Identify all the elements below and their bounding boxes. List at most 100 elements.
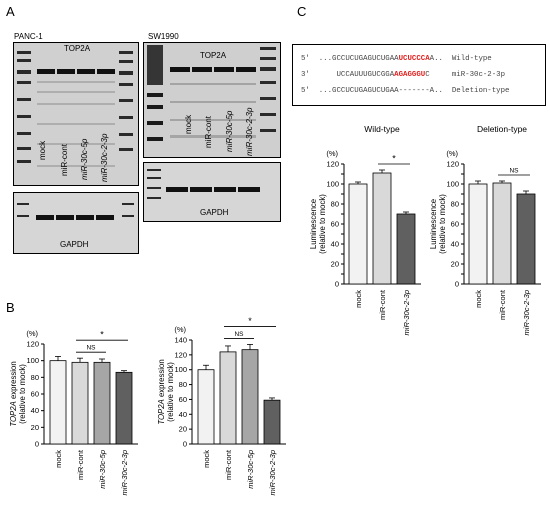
sw1990-top2a-label: TOP2A <box>200 51 227 60</box>
panc1-top2a-blot <box>13 42 139 186</box>
panc1-ladder-left <box>17 51 31 163</box>
panc1-top2a-blot-image <box>14 43 138 185</box>
sequence-alignment-box: 5' ...GCCUCUGAGUCUGAAUCUCCCAA.. Wild-typ… <box>292 44 546 106</box>
bar <box>93 361 111 445</box>
sw1990-gapdh-label: GAPDH <box>200 208 229 217</box>
y-tick-label: 60 <box>31 390 39 399</box>
bar <box>516 193 536 285</box>
y-tick-label: 40 <box>31 406 39 415</box>
y-unit-label: (%) <box>174 325 186 334</box>
sw1990-cell-line-label: SW1990 <box>148 32 179 41</box>
y-axis-label: TOP2A expression <box>157 359 166 424</box>
chart-panc1-top2a-expression: (%) 0 20 40 60 80 100 120 TOP2A expression (relat… <box>9 329 138 495</box>
significance-label: * <box>248 316 252 326</box>
panc1-cell-line-label: PANC-1 <box>14 32 43 41</box>
x-tick-label: mock <box>54 450 63 468</box>
y-axis-label-group: Luminescence (relative to mock) <box>309 194 327 254</box>
significance-label: NS <box>509 168 519 175</box>
y-tick-label: 20 <box>331 260 339 269</box>
sw1990-top2a-blot-image <box>144 43 280 157</box>
x-tick-label: miR-cont <box>378 289 387 320</box>
sw1990-lane-mir-cont: miR-cont <box>204 115 213 148</box>
x-tick-label: mock <box>202 450 211 468</box>
panel-label-c: C <box>297 4 307 19</box>
significance-label: NS <box>86 345 96 352</box>
sw1990-ladder-right <box>260 47 276 132</box>
x-tick-label: miR-30c-5p <box>98 450 107 489</box>
chart-title: Deletion-type <box>477 124 527 134</box>
y-tick-label: 100 <box>326 180 339 189</box>
y-axis-label: TOP2A expression <box>9 361 18 426</box>
y-tick-label: 60 <box>331 220 339 229</box>
y-tick-label: 140 <box>174 336 187 345</box>
y-axis-label-group: TOP2A expression (relative to mock) <box>157 359 175 424</box>
panel-label-a: A <box>6 4 15 19</box>
y-tick-label: 0 <box>335 280 339 289</box>
y-tick-label: 120 <box>326 160 339 169</box>
sw1990-gapdh-blot <box>143 162 281 222</box>
panc1-lane-mir-30c-2-3p: miR-30c-2-3p <box>100 133 109 182</box>
panc1-top2a-label: TOP2A <box>64 44 91 53</box>
y-tick-label: 0 <box>455 280 459 289</box>
chart-luciferase-wild-type: Wild-type (%) 0 20 40 60 80 100 120 Luminescence(… <box>309 124 421 335</box>
sw1990-lane-mir-30c-2-3p: miR-30c-2-3p <box>245 107 254 156</box>
y-tick-label: 80 <box>451 200 459 209</box>
y-tick-label: 80 <box>179 380 187 389</box>
sw1990-lane-mock: mock <box>184 114 193 134</box>
panc1-top2a-bands <box>37 69 115 74</box>
sequence-row-mirna: 3' UCCAUUUGUCGGAAGAGGGUC miR-30c-2-3p <box>301 71 506 79</box>
y-tick-label: 100 <box>446 180 459 189</box>
sw1990-gapdh-blot-image <box>144 163 280 221</box>
x-tick-label: miR-30c-2-3p <box>522 290 531 335</box>
bar <box>492 182 512 285</box>
sw1990-lane-mir-30c-5p: miR-30c-5p <box>225 110 234 152</box>
panc1-lane-mir-30c-5p: miR-30c-5p <box>80 138 89 180</box>
x-tick-label: mock <box>354 290 363 308</box>
sequence-row-wild-type: 5' ...GCCUCUGAGUCUGAAUCUCCCAA.. Wild-typ… <box>301 55 492 63</box>
y-tick-label: 20 <box>179 425 187 434</box>
chart-title: Wild-type <box>364 124 400 134</box>
y-tick-label: 60 <box>179 395 187 404</box>
y-tick-label: 100 <box>174 365 187 374</box>
y-tick-label: 100 <box>26 356 39 365</box>
y-unit-label: (%) <box>26 329 38 338</box>
significance-label: NS <box>234 331 244 338</box>
x-tick-label: miR-30c-2-3p <box>402 290 411 335</box>
chart-sw1990-top2a-expression: (%) 0 20 40 60 80 100 120 140 TOP2A expression (re… <box>157 316 286 495</box>
x-tick-label: miR-30c-2-3p <box>268 450 277 495</box>
y-axis-label-group: Luminescence (relative to mock) <box>429 194 447 254</box>
bar <box>263 399 281 445</box>
x-tick-label: miR-cont <box>76 449 85 480</box>
y-unit-label: (%) <box>446 149 458 158</box>
y-axis-label-group: TOP2A expression (relative to mock) <box>9 361 27 426</box>
y-tick-label: 120 <box>26 340 39 349</box>
panc1-ladder-right <box>119 51 133 151</box>
x-tick-label: mock <box>474 290 483 308</box>
y-tick-label: 80 <box>31 373 39 382</box>
bar <box>468 183 488 285</box>
y-tick-label: 40 <box>331 240 339 249</box>
sw1990-top2a-bands <box>170 67 256 72</box>
y-axis-label-sub: (relative to mock) <box>438 194 447 254</box>
y-tick-label: 60 <box>451 220 459 229</box>
bar <box>219 351 237 445</box>
y-tick-label: 120 <box>174 350 187 359</box>
panc1-gapdh-blot-image <box>14 193 138 253</box>
sw1990-top2a-blot <box>143 42 281 158</box>
significance-label: * <box>100 330 104 340</box>
y-axis-label: Luminescence <box>309 199 318 249</box>
bar <box>115 371 133 445</box>
bar <box>372 172 392 285</box>
x-tick-label: miR-30c-2-3p <box>120 450 129 495</box>
y-axis-label-sub: (relative to mock) <box>18 364 27 424</box>
panc1-lane-mock: mock <box>38 140 47 160</box>
y-unit-label: (%) <box>326 149 338 158</box>
y-axis-label-sub: (relative to mock) <box>318 194 327 254</box>
bar <box>49 360 67 445</box>
sw1990-gapdh-bands <box>166 187 260 192</box>
y-tick-label: 120 <box>446 160 459 169</box>
bar <box>241 349 259 445</box>
x-tick-label: miR-30c-5p <box>246 450 255 489</box>
y-tick-label: 0 <box>183 440 187 449</box>
bar <box>197 369 215 445</box>
